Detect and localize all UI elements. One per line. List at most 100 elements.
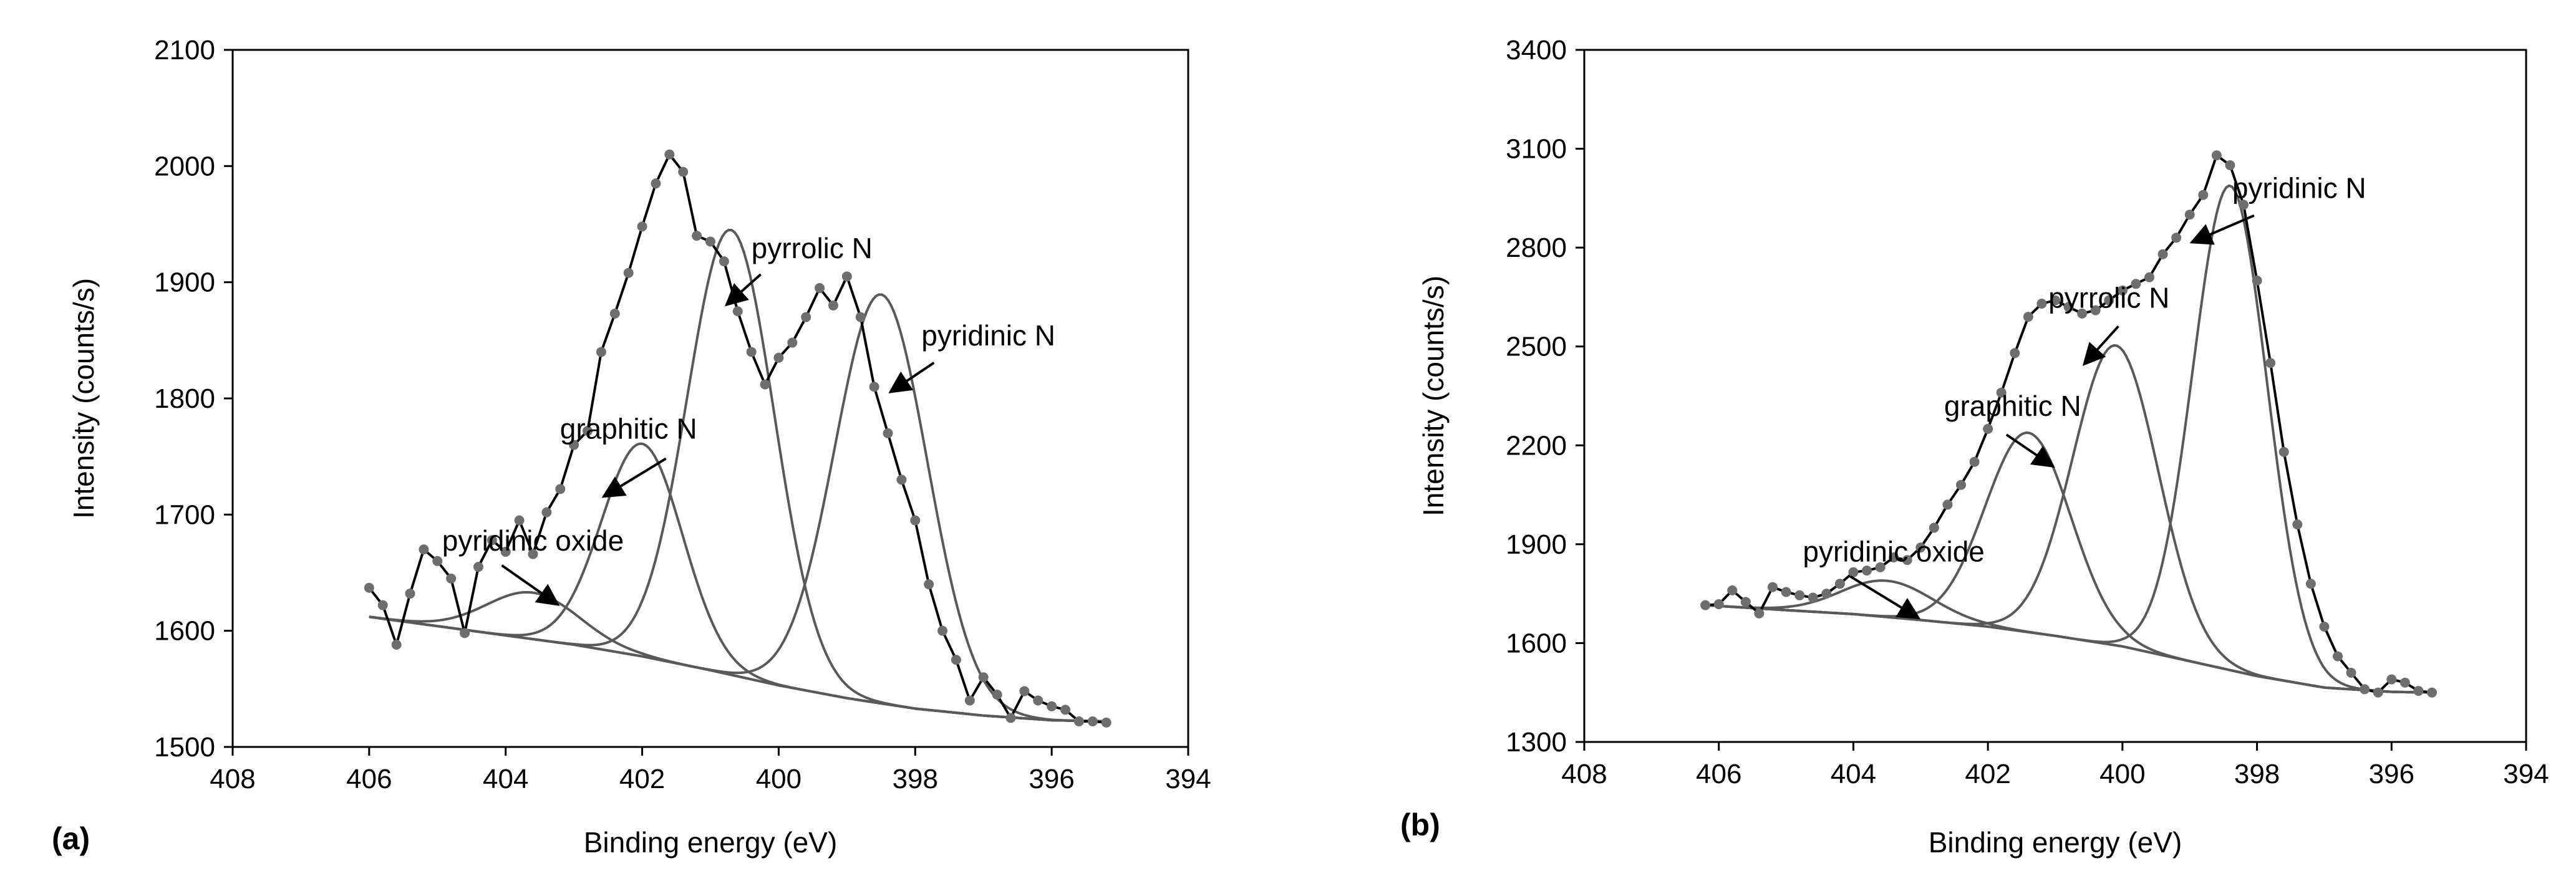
data-point (760, 379, 770, 390)
data-point (746, 347, 757, 357)
annotation-arrow (1849, 575, 1921, 620)
annotation-label: pyrrolic N (2048, 281, 2169, 314)
data-point (2319, 622, 2330, 632)
experimental-data-b (1700, 150, 2437, 698)
data-point (1942, 499, 1953, 510)
data-point (2360, 684, 2370, 695)
x-tick-label: 402 (1965, 759, 2010, 789)
data-point (2131, 279, 2141, 289)
data-point (2077, 308, 2088, 319)
annotation-arrow (2005, 433, 2055, 468)
x-tick-label: 408 (210, 764, 255, 794)
data-point (910, 515, 921, 526)
annotation-arrow (2189, 214, 2255, 245)
data-point (1073, 716, 1084, 727)
x-tick-label: 400 (2099, 759, 2145, 789)
data-point (1808, 592, 1818, 603)
x-tick-label: 402 (619, 764, 665, 794)
annotation-label: pyridinic N (921, 319, 1055, 352)
data-point (1875, 562, 1886, 572)
data-point (1060, 705, 1071, 715)
data-point (1821, 589, 1832, 599)
data-point (2171, 233, 2182, 243)
data-point (692, 231, 702, 241)
data-point (773, 352, 784, 363)
x-axis-title-a: Binding energy (eV) (584, 826, 838, 859)
data-point (896, 474, 907, 485)
panel-b: 408 406 404 402 400 398 396 394 1300 1600 1900 2200… (1400, 35, 2549, 859)
y-tick-label: 2800 (1506, 233, 1567, 263)
data-point (2157, 249, 2168, 259)
data-point (869, 382, 879, 392)
annotation-label: graphitic N (1944, 390, 2081, 422)
data-point (1781, 587, 1791, 597)
annotation-label: graphitic N (560, 412, 697, 445)
panel-label-b: (b) (1400, 807, 1440, 842)
y-tick-label: 3100 (1506, 134, 1567, 165)
data-point (1713, 599, 1724, 610)
data-point (596, 347, 606, 357)
data-point (924, 579, 934, 590)
data-point (2184, 209, 2195, 220)
data-point (978, 672, 989, 683)
data-point (2333, 651, 2343, 662)
data-point (2239, 200, 2249, 210)
data-point (364, 582, 374, 593)
data-point (1956, 479, 1966, 490)
data-point (2010, 348, 2020, 359)
data-point (2252, 276, 2262, 286)
annotations-b: pyridinic N pyrrolic N graphitic N pyridini… (1803, 172, 2366, 620)
data-point (664, 149, 675, 160)
data-point (787, 337, 798, 348)
data-point (460, 628, 470, 638)
data-point (2373, 687, 2383, 698)
data-point (855, 312, 866, 322)
data-point (678, 166, 689, 177)
data-point (2117, 285, 2128, 296)
data-point (569, 440, 579, 450)
annotation-label: pyridinic N (2232, 172, 2366, 205)
panel-label-a: (a) (52, 821, 90, 856)
y-axis-title-b: Intensity (counts/s) (1417, 276, 1450, 516)
data-point (883, 428, 893, 438)
data-point (801, 312, 811, 322)
data-point (514, 515, 525, 526)
y-tick-label: 2100 (154, 35, 215, 65)
data-point (473, 562, 483, 572)
data-point (2144, 272, 2154, 282)
y-tick-label: 2500 (1506, 332, 1567, 362)
annotation-arrow (501, 564, 560, 606)
fitted-peaks-b (1705, 184, 2433, 694)
annotation-arrow (601, 457, 667, 498)
axes-a: 408 406 404 402 400 398 396 394 1500 1600 1700 1800… (154, 35, 1211, 794)
data-point (1754, 608, 1765, 619)
x-tick-label: 396 (2369, 759, 2414, 789)
data-point (1915, 542, 1926, 553)
data-point (719, 256, 729, 267)
plot-area-a (231, 49, 1189, 748)
data-point (1700, 600, 1711, 610)
data-point (583, 426, 593, 436)
data-point (992, 690, 1002, 700)
data-point (2063, 302, 2074, 312)
y-tick-label: 1600 (154, 616, 215, 647)
x-tick-label: 400 (756, 764, 801, 794)
data-point (377, 600, 388, 610)
fitted-peaks-a (369, 228, 1106, 723)
data-point (1087, 716, 1098, 727)
data-point (2386, 674, 2397, 685)
data-point (2292, 519, 2303, 530)
x-tick-label: 394 (1165, 764, 1211, 794)
data-point (1983, 423, 1993, 434)
data-point (841, 271, 852, 282)
x-axis-title-b: Binding energy (eV) (1929, 826, 2182, 859)
data-point (623, 267, 634, 278)
data-point (651, 178, 661, 189)
y-tick-label: 2200 (1506, 430, 1567, 461)
data-point (1969, 456, 1980, 467)
annotation-label: pyridinic oxide (442, 524, 624, 557)
peak-curve-graphitic-n (369, 442, 1106, 723)
annotation-arrow (2082, 325, 2119, 366)
x-tick-label: 396 (1029, 764, 1074, 794)
data-point (732, 306, 743, 317)
